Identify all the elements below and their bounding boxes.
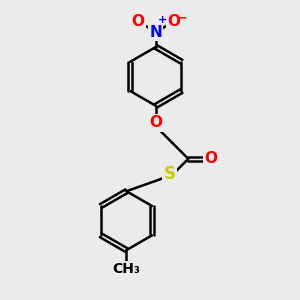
Text: O: O [168,14,181,29]
Text: O: O [149,116,162,130]
Text: O: O [132,14,145,29]
Text: N: N [149,25,162,40]
Text: +: + [158,15,167,25]
Text: CH₃: CH₃ [112,262,140,276]
Text: S: S [164,165,176,183]
Text: −: − [176,12,187,25]
Text: O: O [204,151,217,166]
